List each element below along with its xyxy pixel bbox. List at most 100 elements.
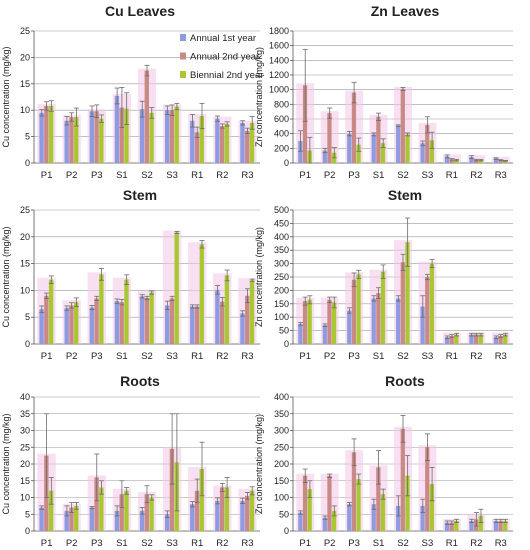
x-category-label: R3 <box>495 170 507 181</box>
bar-r1-series-2 <box>194 132 200 163</box>
y-tick-label: 5 <box>25 312 30 322</box>
x-category-label: R3 <box>495 351 507 362</box>
y-tick-label: 300 <box>274 259 289 269</box>
y-tick-label: 20 <box>20 232 30 242</box>
bar-p3-series-2 <box>94 477 99 531</box>
legend-swatch <box>180 34 186 41</box>
y-tick-label: 35 <box>20 409 30 419</box>
y-tick-label: 350 <box>274 245 289 255</box>
x-category-label: S3 <box>166 170 178 181</box>
x-category-label: R3 <box>241 351 253 362</box>
bar-r1-series-1 <box>444 522 450 531</box>
bar-s1-series-1 <box>371 504 376 531</box>
bar-r1-series-3 <box>454 334 459 344</box>
bar-s3-series-2 <box>169 448 175 531</box>
y-tick-label: 30 <box>20 426 30 436</box>
x-category-label: P2 <box>66 170 78 181</box>
bar-s1-series-1 <box>114 301 120 344</box>
x-category-label: P1 <box>299 351 311 362</box>
bar-p1-series-1 <box>298 141 303 163</box>
y-tick-label: 200 <box>274 143 289 153</box>
x-category-label: R1 <box>446 351 458 362</box>
y-tick-label: 250 <box>274 272 289 282</box>
bar-p3-series-2 <box>94 111 99 163</box>
legend-swatch <box>180 71 186 78</box>
bar-r1-series-2 <box>194 490 200 531</box>
x-category-label: P2 <box>66 538 78 549</box>
chart-panel-2: Zn Leaves Zn concentration (mg/kg) 0 200 400… <box>254 3 513 181</box>
bar-p3-series-3 <box>99 118 104 163</box>
bar-p3-series-2 <box>94 298 99 344</box>
x-category-label: P3 <box>348 170 360 181</box>
bar-s1-series-3 <box>124 108 129 163</box>
bar-r2-series-3 <box>224 275 230 344</box>
x-category-label: S2 <box>141 170 153 181</box>
bar-r1-series-3 <box>199 116 204 163</box>
x-category-label: P1 <box>41 351 53 362</box>
bar-p1-series-1 <box>39 309 44 344</box>
bar-r3-series-3 <box>503 520 508 531</box>
bar-r3-series-1 <box>493 520 499 531</box>
y-tick-label: 5 <box>25 132 30 142</box>
bar-p3-series-3 <box>99 487 104 531</box>
bar-s1-series-2 <box>376 293 381 344</box>
y-tick-label: 100 <box>274 493 289 503</box>
bar-s3-series-3 <box>429 263 435 344</box>
bar-s3-series-3 <box>429 484 435 531</box>
bar-p2-series-1 <box>322 150 327 163</box>
legend-label: Annual 2nd year <box>190 52 259 63</box>
legend-label: Annual 1st year <box>190 33 256 44</box>
bar-s3-series-1 <box>164 514 170 531</box>
y-tick-label: 300 <box>274 426 289 436</box>
x-category-label: S1 <box>373 538 385 549</box>
x-category-label: P3 <box>348 538 360 549</box>
bar-r3-series-3 <box>249 280 255 344</box>
chart-panel-1: Cu Leaves Cu concentration (mg/kg) 0 5 10 15 2… <box>1 3 263 181</box>
x-category-label: R3 <box>495 538 507 549</box>
bar-r2-series-2 <box>219 126 225 163</box>
y-tick-label: 1600 <box>269 41 289 51</box>
bar-p2-series-1 <box>64 120 69 163</box>
bar-p3-series-1 <box>347 133 352 163</box>
y-tick-label: 20 <box>20 459 30 469</box>
y-tick-label: 1800 <box>269 26 289 36</box>
x-category-label: P1 <box>41 538 53 549</box>
bar-r2-series-3 <box>478 160 483 163</box>
y-tick-label: 250 <box>274 442 289 452</box>
x-category-label: S3 <box>166 351 178 362</box>
bar-r3-series-1 <box>240 313 245 344</box>
x-category-label: R2 <box>470 538 482 549</box>
bar-r3-series-3 <box>503 160 508 163</box>
x-category-label: R2 <box>470 351 482 362</box>
bar-s2-series-3 <box>405 242 410 344</box>
bar-s1-series-3 <box>380 271 386 344</box>
bar-p1-series-2 <box>302 301 308 344</box>
y-tick-label: 0 <box>284 158 289 168</box>
bar-r2-series-2 <box>474 334 479 344</box>
bar-p3-series-3 <box>356 274 361 344</box>
x-category-label: S1 <box>373 351 385 362</box>
y-tick-label: 15 <box>20 259 30 269</box>
bar-p2-series-2 <box>327 475 332 531</box>
bar-r3-series-3 <box>249 490 255 531</box>
bar-r2-series-3 <box>478 515 483 531</box>
y-tick-label: 25 <box>20 442 30 452</box>
bar-r2-series-1 <box>469 520 474 531</box>
y-tick-label: 10 <box>20 105 30 115</box>
y-tick-label: 15 <box>20 476 30 486</box>
bar-r3-series-1 <box>240 122 245 163</box>
y-tick-label: 350 <box>274 409 289 419</box>
legend-label: Biennial 2nd year <box>190 70 263 81</box>
bar-p1-series-3 <box>48 105 54 163</box>
y-tick-label: 25 <box>20 205 30 215</box>
bar-r2-series-1 <box>215 118 220 163</box>
bar-r3-series-1 <box>493 158 499 163</box>
bar-p2-series-2 <box>327 113 332 163</box>
x-category-label: R2 <box>216 170 228 181</box>
x-category-label: P3 <box>91 351 103 362</box>
x-category-label: S3 <box>422 170 434 181</box>
bar-p1-series-2 <box>44 105 49 163</box>
y-tick-label: 1400 <box>269 55 289 65</box>
y-axis-label: Zn concentration (mg/kg) <box>254 414 264 514</box>
y-tick-label: 400 <box>274 392 289 402</box>
